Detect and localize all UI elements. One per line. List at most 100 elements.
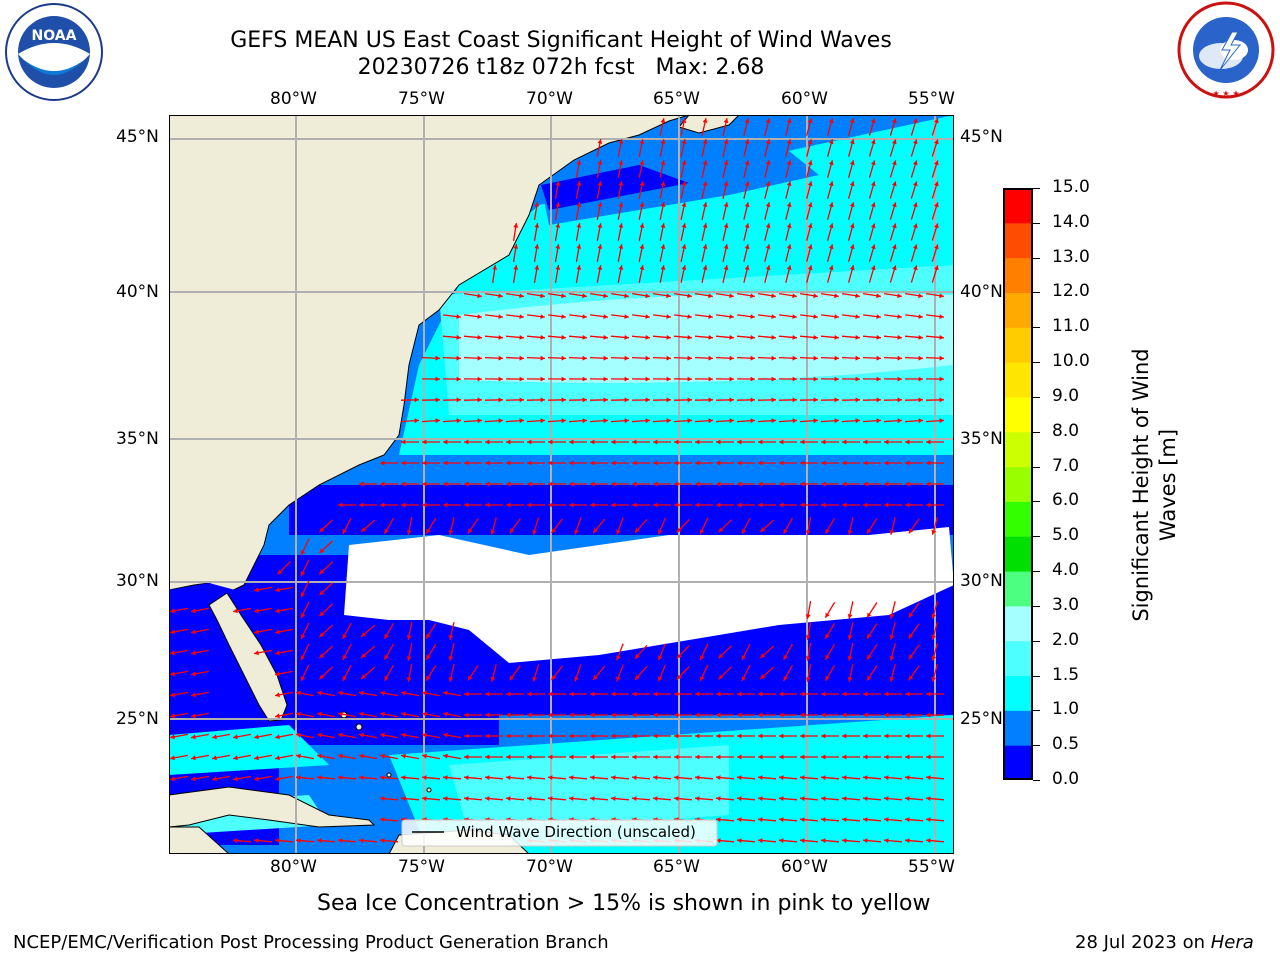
wave-direction-arrowhead <box>905 691 910 697</box>
wave-direction-arrowhead <box>485 439 490 445</box>
wave-direction-arrowhead <box>897 418 902 424</box>
wave-direction-arrowhead <box>750 335 755 340</box>
wave-direction-arrowhead <box>716 712 721 718</box>
lat-label-left-35n: 35°N <box>116 429 159 449</box>
wave-direction-arrowhead <box>934 118 939 124</box>
wave-direction-arrowhead <box>863 754 868 760</box>
wave-direction-arrowhead <box>569 775 574 780</box>
wave-direction-arrowhead <box>170 713 175 719</box>
wave-direction-arrowhead <box>792 418 797 424</box>
wave-direction-arrowhead <box>926 817 931 822</box>
wave-direction-arrowhead <box>618 139 624 144</box>
wave-direction-arrowhead <box>908 528 914 534</box>
wave-direction-arrowhead <box>319 569 325 575</box>
wave-direction-arrowhead <box>443 753 448 759</box>
wave-direction-arrowhead <box>905 502 910 508</box>
wave-direction-arrowhead <box>674 712 679 718</box>
wave-direction-arrowhead <box>939 376 944 382</box>
wave-direction-arrowhead <box>821 691 826 697</box>
wave-direction-arrowhead <box>792 397 797 403</box>
wave-direction-arrowhead <box>645 418 650 424</box>
wave-direction-arrowhead <box>485 481 490 487</box>
wave-direction-arrowhead <box>660 139 666 144</box>
wave-direction-arrowhead <box>170 734 175 740</box>
wave-direction-arrowhead <box>771 314 776 319</box>
wave-direction-arrowhead <box>275 608 280 614</box>
wave-direction-arrowhead <box>576 160 582 165</box>
wave-direction-arrowhead <box>834 314 839 319</box>
wave-direction-arrowhead <box>842 712 847 718</box>
wave-direction-arrowhead <box>191 713 196 719</box>
wave-direction-arrowhead <box>406 656 412 661</box>
colorbar-segment <box>1003 710 1033 746</box>
wave-direction-arrowhead <box>443 690 448 696</box>
colorbar-tick-mark <box>1033 536 1040 538</box>
wave-direction-arrowhead <box>624 397 629 403</box>
wave-direction-arrowhead <box>561 397 566 403</box>
wave-direction-arrowhead <box>695 481 700 487</box>
wave-direction-arrowhead <box>867 612 872 618</box>
wave-direction-arrowhead <box>456 335 461 340</box>
wave-direction-arrowhead <box>319 527 325 533</box>
wave-direction-arrowhead <box>490 676 496 682</box>
wave-direction-arrowhead <box>296 838 301 843</box>
wave-direction-arrowhead <box>765 118 771 124</box>
wave-direction-arrowhead <box>821 838 826 843</box>
wave-direction-arrowhead <box>729 355 734 361</box>
colorbar-label-line1: Significant Height of Wind <box>1129 348 1153 622</box>
wave-direction-arrowhead <box>716 691 721 697</box>
lon-label-top-65w: 65°W <box>653 89 700 109</box>
wave-direction-arrowhead <box>540 355 545 361</box>
wave-direction-arrowhead <box>317 690 322 696</box>
wave-direction-arrowhead <box>611 502 616 508</box>
wave-direction-arrowhead <box>506 439 511 445</box>
wave-direction-arrowhead <box>884 439 889 445</box>
wave-direction-arrowhead <box>380 502 385 508</box>
wave-direction-arrowhead <box>855 335 860 340</box>
colorbar-tick-mark <box>1033 466 1040 468</box>
wave-direction-arrowhead <box>800 691 805 697</box>
wave-direction-arrowhead <box>729 335 734 340</box>
wave-direction-arrowhead <box>527 796 532 801</box>
colorbar-tick-label: 10.0 <box>1052 351 1090 372</box>
wave-direction-arrowhead <box>708 418 713 424</box>
colorbar-segment <box>1003 501 1033 537</box>
wave-direction-arrowhead <box>401 690 406 696</box>
wave-direction-arrowhead <box>384 675 389 681</box>
wave-direction-arrowhead <box>934 223 939 229</box>
wave-direction-arrowhead <box>464 775 469 780</box>
wave-direction-arrowhead <box>361 632 367 637</box>
wave-direction-arrowhead <box>926 838 931 843</box>
wave-direction-arrowhead <box>534 223 540 228</box>
wave-direction-arrowhead <box>867 633 872 639</box>
wave-direction-arrowhead <box>918 335 923 340</box>
wave-direction-arrowhead <box>758 712 763 718</box>
wave-direction-arrowhead <box>597 244 603 249</box>
wave-direction-arrowhead <box>913 244 918 250</box>
wave-direction-arrowhead <box>464 481 469 487</box>
wave-direction-arrowhead <box>828 160 834 166</box>
wave-direction-arrowhead <box>406 635 412 640</box>
wave-direction-arrowhead <box>380 796 385 801</box>
wave-direction-arrowhead <box>855 418 860 424</box>
colorbar <box>1003 188 1033 780</box>
wave-direction-arrowhead <box>750 397 755 403</box>
wave-direction-arrowhead <box>729 314 734 319</box>
wave-direction-arrowhead <box>632 733 637 739</box>
wave-direction-arrowhead <box>653 691 658 697</box>
wave-direction-arrowhead <box>926 691 931 697</box>
colorbar-tick-mark <box>1033 222 1040 224</box>
wave-direction-arrowhead <box>718 653 724 659</box>
wave-direction-arrowhead <box>519 376 524 382</box>
wave-direction-arrowhead <box>576 181 582 186</box>
wave-direction-arrowhead <box>380 838 385 843</box>
wave-direction-arrowhead <box>779 796 784 801</box>
wave-direction-arrowhead <box>737 817 742 822</box>
wave-direction-arrowhead <box>477 376 482 382</box>
wave-direction-arrowhead <box>867 654 872 660</box>
wave-direction-arrowhead <box>555 244 561 249</box>
wave-direction-arrowhead <box>300 655 306 661</box>
wave-direction-arrowhead <box>658 676 663 682</box>
wave-direction-arrowhead <box>338 732 343 738</box>
wave-direction-arrowhead <box>498 355 503 361</box>
